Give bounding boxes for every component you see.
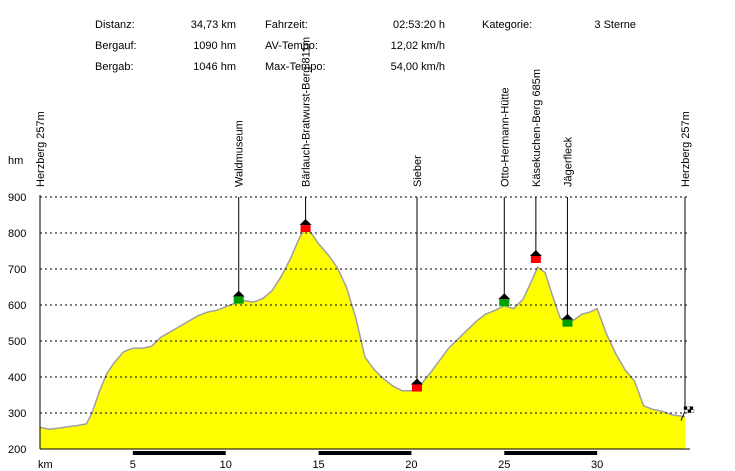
waypoint-label: Bärlauch-Bratwurst-Berg 811m	[301, 37, 313, 187]
marker-roof	[561, 313, 574, 320]
maxtempo-label: Max-Tempo:	[265, 61, 326, 73]
marker-body	[499, 299, 510, 307]
x-tick-label: 15	[312, 459, 324, 471]
flag-square	[687, 409, 692, 413]
x-tick-label: 30	[591, 459, 603, 471]
waypoint-marker	[529, 250, 542, 263]
y-tick-label: 300	[8, 408, 26, 420]
waypoint-label: Herzberg 257m	[680, 111, 692, 187]
waypoint-label: Waldmuseum	[234, 120, 246, 187]
y-tick-label: 500	[8, 336, 26, 348]
y-tick-label: 400	[8, 372, 26, 384]
waypoint-marker	[411, 378, 423, 392]
marker-body	[300, 225, 311, 233]
waypoint-label: Herzberg 257m	[35, 111, 47, 187]
marker-body	[530, 256, 541, 263]
bergab-value: 1046 hm	[193, 61, 236, 73]
marker-body	[233, 296, 244, 304]
marker-roof	[529, 250, 542, 256]
waypoint-marker	[498, 293, 511, 307]
waypoint-marker	[561, 313, 574, 327]
flag-square	[683, 406, 688, 410]
x-tick-label: 25	[498, 459, 510, 471]
x-tick-label: 5	[130, 459, 136, 471]
waypoint-marker	[232, 290, 245, 304]
kategorie-label: Kategorie:	[482, 19, 533, 31]
x-tick-label: 10	[220, 459, 232, 471]
distanz-label: Distanz:	[95, 19, 135, 31]
marker-roof	[232, 290, 245, 297]
finish-flag-icon	[680, 406, 695, 421]
scale-bar-segment	[504, 451, 598, 455]
waypoint-label: Jägerfleck	[562, 136, 574, 187]
elevation-area	[40, 227, 685, 449]
y-tick-label: 200	[8, 444, 26, 456]
bergauf-label: Bergauf:	[95, 40, 137, 52]
maxtempo-value: 54,00 km/h	[390, 61, 445, 73]
avtempo-label: AV-Tempo:	[265, 40, 318, 52]
fahrzeit-label: Fahrzeit:	[265, 19, 308, 31]
y-tick-label: 900	[8, 192, 26, 204]
distanz-value: 34,73 km	[190, 19, 236, 31]
marker-roof	[299, 219, 312, 226]
kategorie-value: 3 Sterne	[594, 19, 636, 31]
waypoint-label: Otto-Hermann-Hütte	[499, 87, 511, 187]
bergauf-value: 1090 hm	[193, 40, 236, 52]
marker-body	[412, 384, 422, 392]
y-tick-label: 800	[8, 228, 26, 240]
marker-roof	[411, 378, 423, 385]
x-tick-label: 20	[405, 459, 417, 471]
waypoint-label: Sieber	[412, 155, 424, 187]
bergab-label: Bergab:	[95, 61, 134, 73]
flag-square	[684, 409, 689, 413]
y-tick-label: 600	[8, 300, 26, 312]
waypoint-label: Käsekuchen-Berg 685m	[531, 69, 543, 187]
x-axis-label: km	[38, 459, 53, 471]
flag-square	[690, 409, 695, 413]
y-axis-label: hm	[8, 155, 23, 167]
flag-square	[686, 406, 691, 410]
waypoint-marker	[299, 219, 312, 233]
avtempo-value: 12,02 km/h	[390, 40, 445, 52]
scale-bar-segment	[318, 451, 412, 455]
scale-bar-segment	[132, 451, 226, 455]
flag-square	[689, 406, 694, 410]
fahrzeit-value: 02:53:20 h	[393, 19, 445, 31]
marker-body	[562, 319, 573, 327]
y-tick-label: 700	[8, 264, 26, 276]
marker-roof	[498, 293, 511, 300]
